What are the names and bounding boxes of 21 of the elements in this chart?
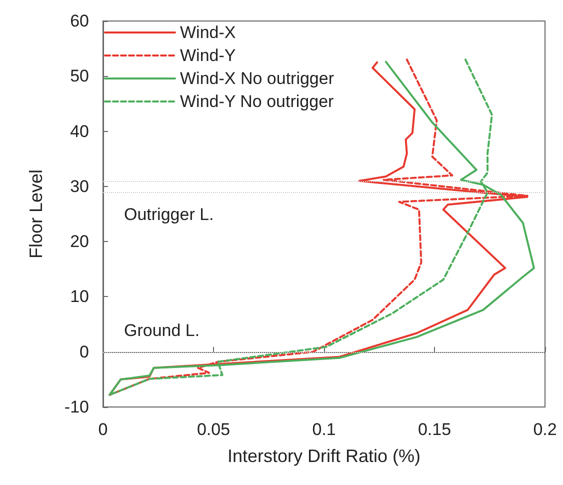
- x-tick-label: 0.1: [312, 420, 336, 439]
- x-tick-label: 0.15: [418, 420, 452, 439]
- y-tick-label: 0: [80, 342, 89, 362]
- y-tick-label: -10: [64, 398, 89, 416]
- x-tick-label: 0: [98, 420, 108, 439]
- y-tick-label: 20: [70, 232, 89, 252]
- y-tick-label: 50: [70, 66, 89, 86]
- y-tick-label: 60: [70, 12, 89, 30]
- legend-label: Wind-X No outrigger: [180, 69, 334, 88]
- x-tick-label: 0.2: [533, 420, 557, 439]
- x-axis-title: Interstory Drift Ratio (%): [227, 446, 421, 466]
- annotation: Outrigger L.: [124, 205, 214, 224]
- legend-label: Wind-X: [180, 23, 236, 42]
- y-tick-label: 40: [70, 122, 89, 141]
- x-tick-label: 0.05: [196, 420, 230, 439]
- y-axis-title: Floor Level: [26, 169, 46, 259]
- annotation: Ground L.: [124, 321, 200, 340]
- legend-label: Wind-Y: [180, 46, 236, 65]
- legend-label: Wind-Y No outrigger: [180, 92, 334, 111]
- y-tick-label: 10: [70, 287, 89, 306]
- y-tick-label: 30: [70, 176, 89, 196]
